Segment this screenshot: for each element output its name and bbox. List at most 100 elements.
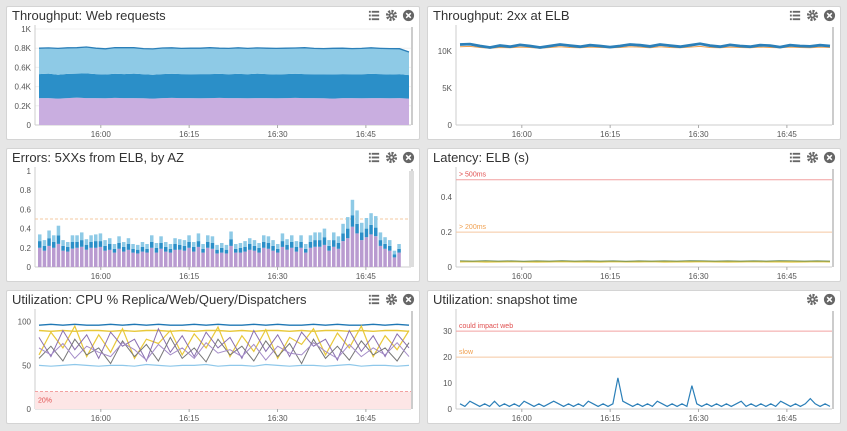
bar xyxy=(271,250,275,267)
bar xyxy=(206,247,210,267)
y-tick-label: 1K xyxy=(21,25,31,34)
y-tick-label: 0.6 xyxy=(20,205,32,214)
list-bullet xyxy=(368,302,371,305)
panel-errors-5xx: Errors: 5XXs from ELB, by AZ 0 0.2 0.4 0.6 0… xyxy=(6,148,420,282)
list-bullet xyxy=(368,298,371,301)
x-tick-label: 16:30 xyxy=(689,272,710,281)
close-x xyxy=(405,12,412,19)
series-line xyxy=(38,323,410,326)
x-tick-label: 16:15 xyxy=(600,272,621,281)
list-bullet xyxy=(789,160,792,163)
bar xyxy=(126,244,131,250)
series-line xyxy=(38,324,410,360)
bar xyxy=(38,234,42,242)
close-icon[interactable] xyxy=(823,293,836,306)
chart-latency-elb: 0 0.2 0.4 16:00 16:15 16:30 16:45 > 500ms > 200m… xyxy=(441,167,834,281)
bar xyxy=(383,237,387,244)
bar xyxy=(80,246,84,267)
bar xyxy=(103,250,107,267)
list-line xyxy=(371,294,380,297)
bar xyxy=(336,248,341,267)
list-line xyxy=(792,18,801,21)
gear-icon[interactable] xyxy=(806,9,819,22)
panel-latency-elb: Latency: ELB (s) 0 0.2 0.4 16:00 16:15 16:30 1… xyxy=(427,148,841,282)
bar xyxy=(304,244,308,249)
gear-icon[interactable] xyxy=(806,293,819,306)
bar xyxy=(238,252,243,267)
bar xyxy=(257,252,261,267)
gear-icon[interactable] xyxy=(385,151,398,164)
x-tick-label: 16:45 xyxy=(777,272,798,281)
list-line xyxy=(371,152,380,155)
threshold-band xyxy=(35,391,411,409)
bar xyxy=(178,249,182,267)
bar xyxy=(285,249,289,267)
bar xyxy=(378,232,383,241)
list-icon[interactable] xyxy=(368,9,381,22)
chart-2xx-elb: 0 5K 10K 16:00 16:15 16:30 16:45 xyxy=(438,25,834,139)
bar xyxy=(271,240,275,246)
panel-actions xyxy=(368,293,415,306)
gear-icon[interactable] xyxy=(806,151,819,164)
panel-title: Utilization: CPU % Replica/Web/Query/Dis… xyxy=(12,292,307,307)
bar xyxy=(89,247,93,267)
bar xyxy=(196,241,201,247)
x-tick-label: 16:30 xyxy=(268,414,289,423)
y-tick-label: 0 xyxy=(448,121,453,130)
gear-icon[interactable] xyxy=(385,293,398,306)
y-tick-label: 30 xyxy=(443,327,452,336)
bar xyxy=(266,236,271,243)
bar xyxy=(392,250,397,255)
close-x xyxy=(405,154,412,161)
y-tick-label: 0.4 xyxy=(441,193,453,202)
bar xyxy=(192,242,196,247)
close-icon[interactable] xyxy=(402,293,415,306)
chart-snapshot-time: 0 10 20 30 16:00 16:15 16:30 16:45 could impact … xyxy=(443,309,834,423)
bar xyxy=(210,236,215,243)
bar xyxy=(98,246,103,267)
bar xyxy=(304,252,308,267)
list-icon[interactable] xyxy=(368,293,381,306)
bar xyxy=(84,239,89,245)
bar xyxy=(61,245,65,251)
list-icon[interactable] xyxy=(789,151,802,164)
list-icon[interactable] xyxy=(368,151,381,164)
bar xyxy=(145,248,149,253)
bar xyxy=(70,248,75,267)
close-icon[interactable] xyxy=(823,9,836,22)
y-tick-label: 0.8 xyxy=(20,186,32,195)
close-icon[interactable] xyxy=(402,9,415,22)
list-line xyxy=(371,302,380,305)
bar xyxy=(150,247,154,267)
close-icon[interactable] xyxy=(402,151,415,164)
list-icon[interactable] xyxy=(789,9,802,22)
now-bar xyxy=(409,171,414,267)
bar xyxy=(280,246,285,267)
bar xyxy=(299,235,303,242)
bar xyxy=(131,252,135,267)
series-line xyxy=(459,260,831,262)
bar xyxy=(145,244,149,249)
bar xyxy=(332,240,336,247)
bar xyxy=(336,236,341,243)
bar xyxy=(294,241,299,247)
bar xyxy=(173,244,177,250)
bar xyxy=(262,242,266,248)
y-tick-label: 5K xyxy=(442,84,452,93)
gear-icon[interactable] xyxy=(385,9,398,22)
bar xyxy=(75,242,79,248)
bar xyxy=(122,242,126,247)
x-tick-label: 16:00 xyxy=(91,272,112,281)
y-tick-label: 100 xyxy=(18,318,32,327)
list-bullet xyxy=(368,10,371,13)
bar xyxy=(108,244,112,250)
x-tick-label: 16:00 xyxy=(512,272,533,281)
bar xyxy=(173,238,177,244)
bar xyxy=(80,240,84,247)
bar xyxy=(182,250,187,267)
bar xyxy=(360,232,364,241)
close-icon[interactable] xyxy=(823,151,836,164)
bar xyxy=(140,242,145,247)
series-line xyxy=(459,45,831,49)
bar xyxy=(112,244,117,249)
